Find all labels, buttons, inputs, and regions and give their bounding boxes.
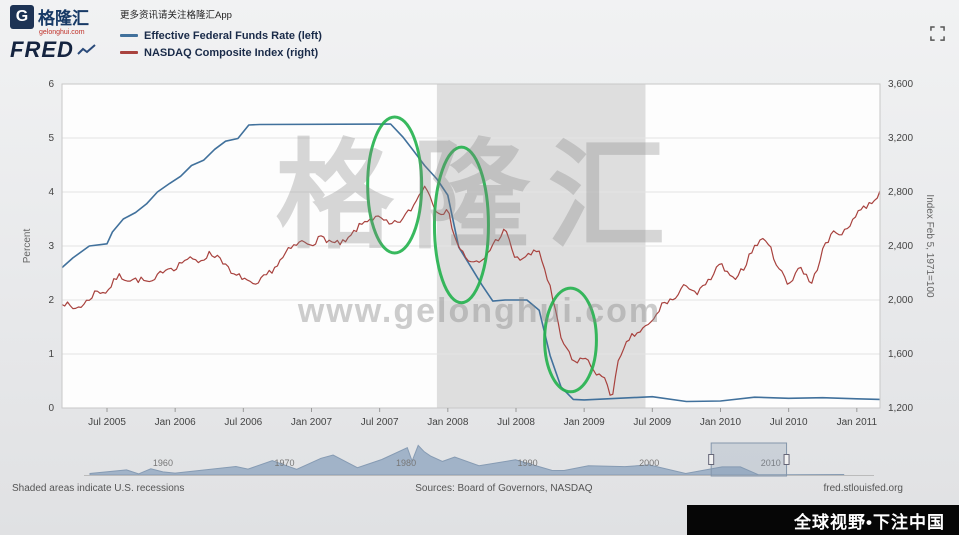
svg-text:Jul 2006: Jul 2006: [224, 417, 262, 428]
svg-text:1,200: 1,200: [888, 403, 913, 414]
svg-text:4: 4: [48, 187, 54, 198]
right-axis-title: Index Feb 5, 1971=100: [924, 194, 935, 298]
x-axis-labels: Jul 2005 Jan 2006 Jul 2006 Jan 2007 Jul 2007…: [88, 408, 877, 428]
svg-text:Jul 2008: Jul 2008: [497, 417, 535, 428]
minimap-area-series: [89, 444, 845, 476]
chart-legend: Effective Federal Funds Rate (left) NASD…: [120, 27, 322, 61]
svg-text:1,600: 1,600: [888, 349, 913, 360]
brush-handle-right[interactable]: [783, 454, 790, 465]
svg-text:6: 6: [48, 79, 54, 90]
plot-border: [61, 83, 881, 409]
svg-text:1: 1: [48, 349, 54, 360]
main-chart-canvas[interactable]: 0 1 2 3 4 5 6 1,200 1,600 2,000 2,400 2,800 3,200 3,6…: [0, 62, 959, 437]
legend-item-nasdaq: NASDAQ Composite Index (right): [120, 44, 322, 61]
svg-text:Jan 2009: Jan 2009: [564, 417, 606, 428]
fred-sparkline-icon: [77, 44, 96, 55]
svg-text:2: 2: [48, 295, 54, 306]
fullscreen-expand-icon[interactable]: [930, 26, 945, 41]
chart-footer-notes: Shaded areas indicate U.S. recessions So…: [0, 483, 959, 494]
svg-text:Jan 2007: Jan 2007: [291, 417, 333, 428]
right-axis-labels: 1,200 1,600 2,000 2,400 2,800 3,200 3,600: [888, 79, 913, 414]
svg-text:Jul 2007: Jul 2007: [361, 417, 399, 428]
bottom-slogan-banner: 全球视野•下注中国: [687, 505, 959, 535]
svg-text:Jan 2010: Jan 2010: [700, 417, 742, 428]
svg-text:Jan 2011: Jan 2011: [837, 417, 878, 428]
ffr-line-swatch: [120, 34, 138, 37]
nasdaq-line-swatch: [120, 51, 138, 54]
fred-wordmark: FRED: [10, 37, 74, 62]
svg-text:2010: 2010: [761, 458, 781, 468]
svg-text:3,200: 3,200: [888, 133, 913, 144]
legend-item-federal-funds-rate: Effective Federal Funds Rate (left): [120, 27, 322, 44]
annotation-ellipses: [366, 115, 598, 394]
minimap-brush[interactable]: [710, 442, 788, 477]
svg-text:1960: 1960: [153, 458, 173, 468]
svg-text:3,600: 3,600: [888, 79, 913, 90]
svg-text:Jul 2005: Jul 2005: [88, 417, 126, 428]
app-promo-text: 更多资讯请关注格隆汇App: [120, 10, 232, 21]
brand-chinese: 格隆汇: [38, 9, 89, 28]
sources-note: Sources: Board of Governors, NASDAQ: [415, 483, 593, 494]
svg-text:2,000: 2,000: [888, 295, 913, 306]
svg-text:2,400: 2,400: [888, 241, 913, 252]
timeline-minimap[interactable]: 1960 1970 1980 1990 2000 2010: [0, 441, 959, 481]
nasdaq-series-line: [61, 185, 881, 396]
brush-handle-left[interactable]: [708, 454, 715, 465]
minimap-year-labels: 1960 1970 1980 1990 2000 2010: [153, 458, 781, 468]
svg-text:2000: 2000: [639, 458, 659, 468]
svg-text:2,800: 2,800: [888, 187, 913, 198]
brand-sub-url: gelonghui.com: [39, 29, 85, 36]
svg-text:1980: 1980: [396, 458, 416, 468]
svg-text:Jan 2006: Jan 2006: [155, 417, 197, 428]
gelonghui-fred-logo: G 格隆汇 gelonghui.com FRED: [10, 4, 130, 63]
svg-text:3: 3: [48, 241, 54, 252]
ffr-legend-label: Effective Federal Funds Rate (left): [144, 29, 322, 42]
recession-note: Shaded areas indicate U.S. recessions: [12, 483, 185, 494]
ffr-series-line: [61, 123, 881, 403]
svg-text:1990: 1990: [518, 458, 538, 468]
svg-text:Jul 2009: Jul 2009: [633, 417, 671, 428]
svg-text:1970: 1970: [274, 458, 294, 468]
fred-url-note: fred.stlouisfed.org: [823, 483, 904, 494]
slogan-text: 全球视野•下注中国: [794, 512, 945, 532]
nasdaq-legend-label: NASDAQ Composite Index (right): [144, 46, 319, 59]
svg-text:5: 5: [48, 133, 54, 144]
left-axis-title: Percent: [22, 229, 33, 264]
left-axis-labels: 0 1 2 3 4 5 6: [48, 79, 54, 414]
svg-text:Jul 2010: Jul 2010: [770, 417, 808, 428]
svg-text:Jan 2008: Jan 2008: [427, 417, 469, 428]
g-logo-icon: G: [10, 4, 34, 29]
svg-text:0: 0: [48, 403, 54, 414]
